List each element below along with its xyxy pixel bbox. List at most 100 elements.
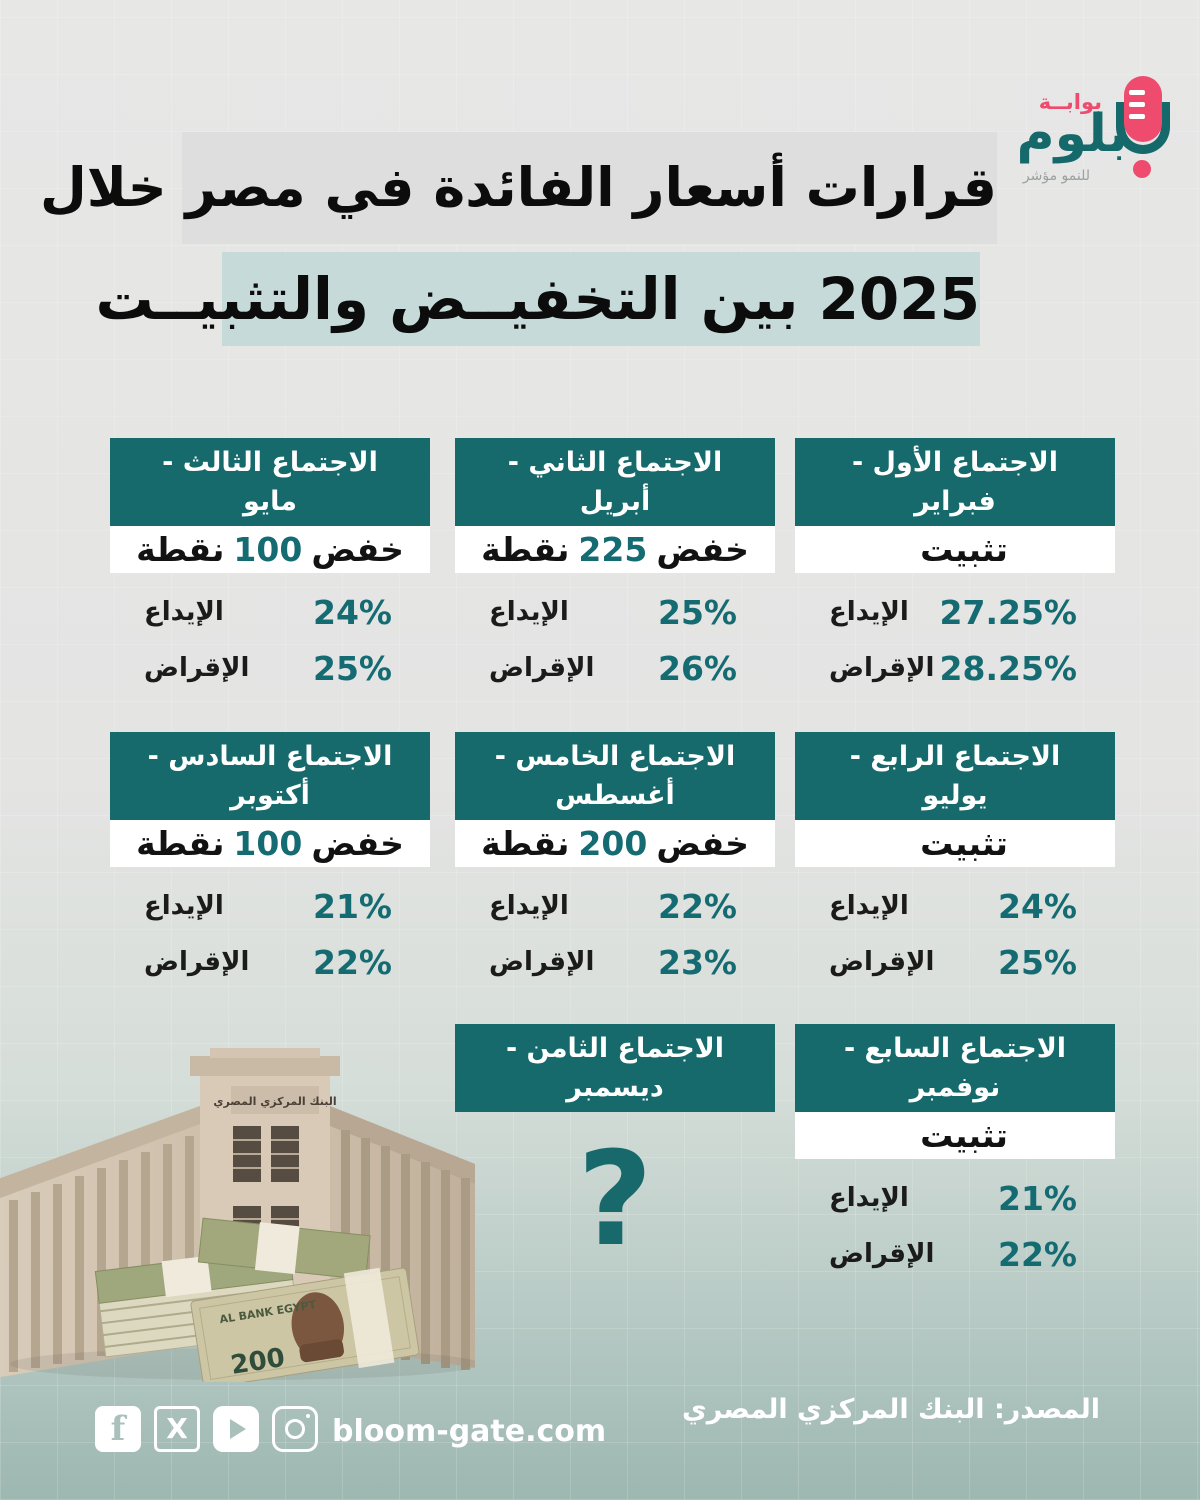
meeting-name: الاجتماع الثامن - xyxy=(505,1032,725,1064)
bloom-gate-logo: بوابــة بلوم للنمو مؤشر xyxy=(995,68,1170,198)
svg-text:البنك المركزي المصري: البنك المركزي المصري xyxy=(213,1095,336,1108)
unknown-decision-question-mark: ? xyxy=(577,1123,653,1275)
card-header: الاجتماع الثالث - مايو xyxy=(110,438,430,526)
lending-label: الإقراض xyxy=(829,1239,935,1269)
deposit-label: الإيداع xyxy=(829,597,909,627)
x-icon[interactable]: X xyxy=(154,1406,200,1452)
meeting-name: الاجتماع الرابع - xyxy=(849,740,1061,772)
lending-row: الإقراض 22% xyxy=(829,1231,1077,1277)
meeting-card-7-november: الاجتماع السابع - نوفمبر تثبيت الإيداع 2… xyxy=(795,1024,1115,1287)
rates: الإيداع 25% الإقراض 26% xyxy=(455,573,775,691)
lending-row: الإقراض 26% xyxy=(489,645,737,691)
card-header: الاجتماع الأول - فبراير xyxy=(795,438,1115,526)
lending-label: الإقراض xyxy=(829,947,935,977)
card-header: الاجتماع السابع - نوفمبر xyxy=(795,1024,1115,1112)
deposit-label: الإيداع xyxy=(829,1183,909,1213)
lending-label: الإقراض xyxy=(489,947,595,977)
meeting-name: الاجتماع السادس - xyxy=(147,740,393,772)
lending-value: 25% xyxy=(313,648,392,688)
website-link[interactable]: bloom-gate.com xyxy=(332,1414,607,1449)
meeting-name: الاجتماع الخامس - xyxy=(494,740,736,772)
lending-label: الإقراض xyxy=(829,653,935,683)
meeting-month: أغسطس xyxy=(555,780,675,811)
deposit-row: الإيداع 25% xyxy=(489,589,737,635)
logo-tagline: للنمو مؤشر xyxy=(1022,168,1090,184)
deposit-row: الإيداع 24% xyxy=(829,883,1077,929)
deposit-row: الإيداع 22% xyxy=(489,883,737,929)
meeting-month: أبريل xyxy=(579,486,651,517)
deposit-label: الإيداع xyxy=(829,891,909,921)
lending-row: الإقراض 23% xyxy=(489,939,737,985)
meeting-month: نوفمبر xyxy=(909,1072,1001,1103)
lending-value: 22% xyxy=(313,942,392,982)
source-credit: المصدر: البنك المركزي المصري xyxy=(682,1394,1100,1425)
rates: الإيداع 21% الإقراض 22% xyxy=(110,867,430,985)
instagram-icon[interactable] xyxy=(272,1406,318,1452)
deposit-row: الإيداع 27.25% xyxy=(829,589,1077,635)
meeting-card-4-july: الاجتماع الرابع - يوليو تثبيت الإيداع 24… xyxy=(795,732,1115,995)
deposit-value: 24% xyxy=(998,886,1077,926)
facebook-icon[interactable]: f xyxy=(95,1406,141,1452)
meeting-card-6-october: الاجتماع السادس - أكتوبر خفض100نقطة الإي… xyxy=(110,732,430,995)
card-header: الاجتماع الثاني - أبريل xyxy=(455,438,775,526)
logo-word-top: بوابــة xyxy=(1038,90,1102,114)
lending-value: 23% xyxy=(658,942,737,982)
meeting-month: يوليو xyxy=(922,780,988,811)
lending-value: 25% xyxy=(998,942,1077,982)
lending-value: 26% xyxy=(658,648,737,688)
microphone-dot-icon xyxy=(1133,160,1151,178)
deposit-value: 27.25% xyxy=(939,592,1077,632)
card-header: الاجتماع الخامس - أغسطس xyxy=(455,732,775,820)
page-title-line2: 2025 بين التخفيــض والتثبيــت xyxy=(96,252,980,346)
meeting-card-5-august: الاجتماع الخامس - أغسطس خفض200نقطة الإيد… xyxy=(455,732,775,995)
lending-row: الإقراض 28.25% xyxy=(829,645,1077,691)
deposit-value: 21% xyxy=(998,1178,1077,1218)
rates: الإيداع 24% الإقراض 25% xyxy=(795,867,1115,985)
lending-label: الإقراض xyxy=(489,653,595,683)
deposit-row: الإيداع 21% xyxy=(829,1175,1077,1221)
meeting-month: أكتوبر xyxy=(230,780,310,811)
decision-band: تثبيت xyxy=(795,526,1115,573)
deposit-value: 24% xyxy=(313,592,392,632)
meeting-month: ديسمبر xyxy=(566,1072,664,1103)
meeting-card-3-may: الاجتماع الثالث - مايو خفض100نقطة الإيدا… xyxy=(110,438,430,701)
rates: الإيداع 22% الإقراض 23% xyxy=(455,867,775,985)
deposit-row: الإيداع 21% xyxy=(144,883,392,929)
meeting-card-1-february: الاجتماع الأول - فبراير تثبيت الإيداع 27… xyxy=(795,438,1115,701)
rates: الإيداع 21% الإقراض 22% xyxy=(795,1159,1115,1277)
deposit-label: الإيداع xyxy=(489,597,569,627)
deposit-label: الإيداع xyxy=(144,891,224,921)
social-icons: f X xyxy=(95,1406,318,1452)
rates: الإيداع 27.25% الإقراض 28.25% xyxy=(795,573,1115,691)
decision-band: خفض200نقطة xyxy=(455,820,775,867)
decision-band: خفض225نقطة xyxy=(455,526,775,573)
card-header: الاجتماع السادس - أكتوبر xyxy=(110,732,430,820)
banknote-stack-middle xyxy=(197,1217,371,1281)
lending-row: الإقراض 25% xyxy=(144,645,392,691)
microphone-icon xyxy=(1124,76,1162,142)
meeting-name: الاجتماع الثاني - xyxy=(507,446,723,478)
meeting-card-8-december: الاجتماع الثامن - ديسمبر ? xyxy=(455,1024,775,1271)
lending-value: 28.25% xyxy=(939,648,1077,688)
microphone-arc-icon xyxy=(1116,102,1170,154)
meeting-card-2-april: الاجتماع الثاني - أبريل خفض225نقطة الإيد… xyxy=(455,438,775,701)
deposit-label: الإيداع xyxy=(489,891,569,921)
meeting-month: فبراير xyxy=(914,486,996,517)
lending-label: الإقراض xyxy=(144,947,250,977)
meeting-month: مايو xyxy=(243,486,297,517)
card-header: الاجتماع الثامن - ديسمبر xyxy=(455,1024,775,1112)
decision-band: خفض100نقطة xyxy=(110,526,430,573)
deposit-value: 25% xyxy=(658,592,737,632)
meeting-name: الاجتماع الأول - xyxy=(851,446,1059,478)
decision-band: خفض100نقطة xyxy=(110,820,430,867)
deposit-value: 22% xyxy=(658,886,737,926)
card-header: الاجتماع الرابع - يوليو xyxy=(795,732,1115,820)
deposit-value: 21% xyxy=(313,886,392,926)
lending-label: الإقراض xyxy=(144,653,250,683)
meeting-name: الاجتماع الثالث - xyxy=(162,446,378,478)
deposit-row: الإيداع 24% xyxy=(144,589,392,635)
youtube-icon[interactable] xyxy=(213,1406,259,1452)
central-bank-building-illustration: البنك المركزي المصري xyxy=(0,1048,475,1382)
lending-value: 22% xyxy=(998,1234,1077,1274)
decision-band: تثبيت xyxy=(795,1112,1115,1159)
